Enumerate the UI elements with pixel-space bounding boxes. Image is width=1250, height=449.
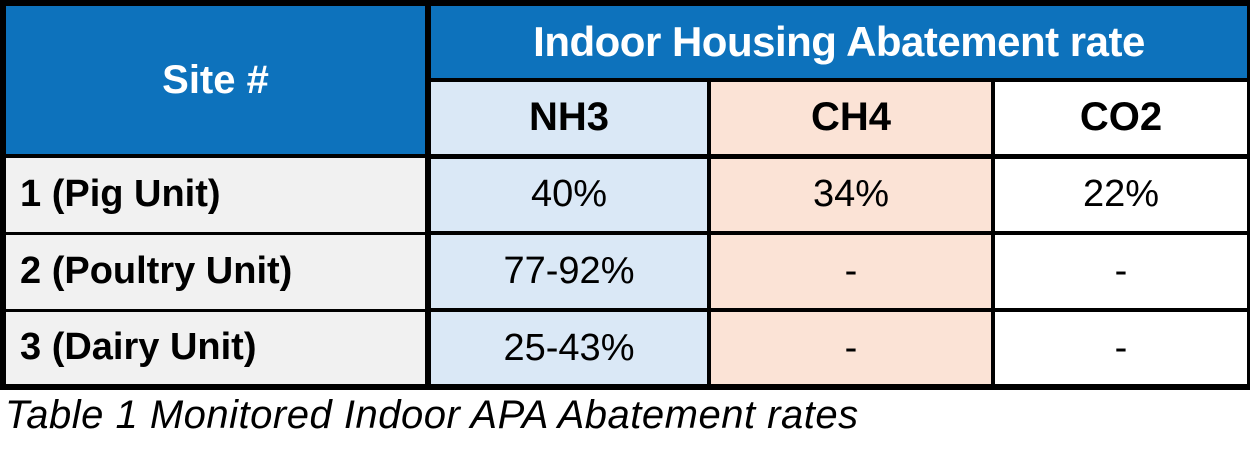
- value-poultry-nh3: 77-92%: [426, 231, 711, 312]
- value-dairy-nh3: 25-43%: [426, 308, 711, 389]
- table-row-pig-unit: 1 (Pig Unit) 40% 34% 22%: [1, 154, 1250, 235]
- table-row-dairy-unit: 3 (Dairy Unit) 25-43% - -: [1, 308, 1250, 389]
- table-row-poultry-unit: 2 (Poultry Unit) 77-92% - -: [1, 231, 1250, 312]
- value-pig-ch4: 34%: [707, 154, 995, 235]
- header-site-number: Site #: [1, 1, 431, 158]
- value-dairy-ch4: -: [707, 308, 995, 389]
- value-dairy-co2: -: [990, 308, 1250, 389]
- value-poultry-co2: -: [990, 231, 1250, 312]
- site-label-pig-unit: 1 (Pig Unit): [1, 154, 431, 235]
- value-pig-co2: 22%: [990, 154, 1250, 235]
- header-co2: CO2: [990, 78, 1250, 159]
- header-indoor-housing-abatement-rate: Indoor Housing Abatement rate: [425, 1, 1250, 82]
- value-pig-nh3: 40%: [426, 154, 711, 235]
- abatement-rates-table: Site # Indoor Housing Abatement rate NH3…: [0, 0, 1250, 390]
- site-label-dairy-unit: 3 (Dairy Unit): [1, 308, 431, 389]
- site-label-poultry-unit: 2 (Poultry Unit): [1, 231, 431, 312]
- header-ch4: CH4: [707, 78, 995, 159]
- header-nh3: NH3: [426, 78, 711, 159]
- value-poultry-ch4: -: [707, 231, 995, 312]
- table-caption: Table 1 Monitored Indoor APA Abatement r…: [5, 393, 859, 437]
